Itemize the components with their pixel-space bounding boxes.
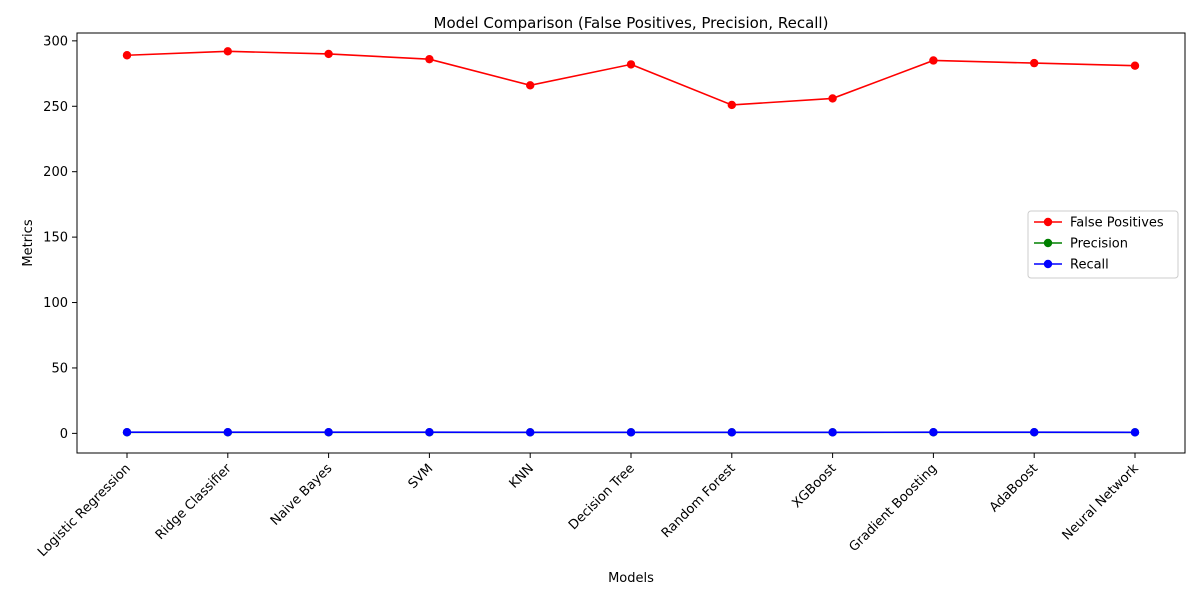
data-point [828,94,837,103]
x-axis: Logistic Regression Ridge Classifier Naive… [35,453,1142,560]
legend-marker [1043,238,1053,248]
x-tick-label: Decision Tree [566,461,638,533]
y-tick-label: 250 [43,100,68,115]
data-point [1030,58,1039,68]
data-point [223,47,232,56]
legend-label: False Positives [1070,216,1164,231]
legend-box [1027,210,1179,279]
data-point [122,427,132,437]
y-tick-label: 200 [43,165,68,180]
data-point [526,428,535,437]
y-tick-label: 300 [43,34,68,49]
data-point [727,100,736,110]
x-tick-label: XGBoost [789,461,839,511]
x-tick-label: Naive Bayes [268,461,336,529]
x-tick-label: AdaBoost [987,461,1041,515]
data-point [1130,61,1140,70]
data-point [929,427,938,437]
series-layer [122,47,1140,437]
data-point [626,428,636,437]
y-axis-label: Metrics [21,219,36,266]
legend-label: Recall [1070,258,1109,273]
data-point [425,54,434,64]
x-tick-label: Neural Network [1060,461,1143,544]
legend: False Positives Precision Recall [1027,210,1179,279]
x-axis-label: Models [608,571,654,586]
series-recall [122,427,1140,437]
data-point [828,428,837,437]
data-point [122,51,132,60]
data-point [425,427,434,437]
x-tick-label: KNN [507,461,537,491]
legend-marker [1043,217,1053,227]
y-tick-label: 50 [51,361,68,376]
data-point [1130,428,1140,437]
series-line [126,50,1136,106]
data-point [324,49,333,59]
data-point [324,427,333,437]
x-tick-label: Logistic Regression [35,461,134,560]
y-axis: 0 50 100 150 200 250 300 [43,34,77,442]
data-point [1030,427,1039,437]
legend-marker [1043,259,1053,269]
data-point [929,56,938,65]
x-tick-label: Gradient Boosting [847,461,941,555]
chart-title: Model Comparison (False Positives, Preci… [434,14,829,32]
y-tick-label: 100 [43,296,68,311]
data-point [223,427,232,437]
x-tick-label: Ridge Classifier [153,461,235,543]
data-point [727,428,736,437]
data-point [526,81,535,90]
y-tick-label: 150 [43,231,68,246]
data-point [626,60,636,69]
x-tick-label: Random Forest [659,461,739,541]
x-tick-label: SVM [406,461,437,492]
plot-frame [76,32,1186,454]
series-false-positives [122,47,1140,110]
y-tick-label: 0 [60,427,68,442]
legend-label: Precision [1070,237,1128,252]
